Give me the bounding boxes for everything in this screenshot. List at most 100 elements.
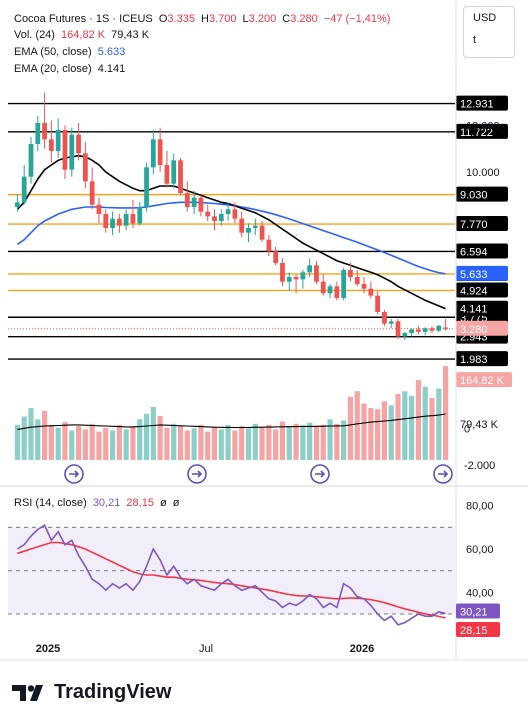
ema20-legend[interactable]: EMA (20, close) 4.141 bbox=[14, 62, 128, 76]
candle-body-39 bbox=[280, 263, 285, 282]
level-label-6-bg bbox=[456, 282, 508, 298]
candle-body-4 bbox=[42, 123, 47, 140]
high-value: 3.700 bbox=[208, 13, 237, 25]
volume-bar-59 bbox=[415, 380, 421, 460]
candle-body-43 bbox=[307, 265, 313, 273]
volume-bar-17 bbox=[130, 426, 136, 460]
symbol-title[interactable]: Cocoa Futures · 1S · ICEUS bbox=[14, 13, 153, 25]
candle-body-50 bbox=[354, 277, 360, 284]
candle-body-3 bbox=[35, 123, 41, 144]
volume-ma-value: 79,43 K bbox=[111, 29, 150, 41]
volume-bar-50 bbox=[354, 391, 360, 460]
candle-body-11 bbox=[89, 181, 95, 205]
low-value: 3.200 bbox=[248, 13, 277, 25]
volume-bar-15 bbox=[116, 424, 122, 460]
volume-bar-1 bbox=[21, 416, 27, 460]
candle-body-26 bbox=[191, 197, 197, 207]
volume-last-label: 164,82 K bbox=[460, 375, 505, 387]
candle-body-33 bbox=[239, 218, 245, 233]
level-label-0: 12.931 bbox=[460, 99, 494, 111]
level-label-1: 11.722 bbox=[460, 127, 493, 139]
rsi-legend[interactable]: RSI (14, close) 30,21 28,15 ø ø bbox=[14, 496, 183, 510]
volume-bar-39 bbox=[279, 421, 286, 460]
event-marker-icon-4 bbox=[310, 464, 330, 484]
candle-body-27 bbox=[198, 197, 204, 212]
volume-ma-label-bg bbox=[456, 416, 512, 432]
close-label: C bbox=[282, 13, 291, 25]
volume-bar-27 bbox=[198, 424, 204, 460]
candle-body-34 bbox=[246, 228, 251, 233]
candle-body-37 bbox=[266, 239, 272, 252]
volume-bar-8 bbox=[69, 430, 75, 460]
change-value: −47 (−1,41%) bbox=[323, 13, 391, 25]
tradingview-logo[interactable]: TradingView bbox=[12, 681, 171, 704]
volume-bar-49 bbox=[347, 396, 354, 460]
candle-body-48 bbox=[341, 270, 347, 298]
event-marker-icon-2 bbox=[187, 464, 207, 484]
level-label-9-bg bbox=[456, 351, 508, 367]
candle-body-59 bbox=[416, 329, 421, 332]
candle-body-9 bbox=[76, 134, 81, 154]
volume-label[interactable]: Vol. (24) bbox=[14, 29, 55, 41]
candle-body-58 bbox=[409, 329, 414, 333]
candle-body-5 bbox=[49, 139, 54, 151]
candle-body-30 bbox=[218, 214, 224, 221]
candle-body-8 bbox=[69, 134, 75, 170]
volume-bar-28 bbox=[205, 431, 211, 460]
candle-body-44 bbox=[314, 265, 319, 282]
ema50-legend[interactable]: EMA (50, close) 5.633 bbox=[14, 45, 128, 59]
volume-bar-3 bbox=[35, 419, 41, 460]
volume-bar-30 bbox=[218, 429, 224, 460]
open-value: 3.335 bbox=[167, 13, 195, 25]
candle-body-10 bbox=[82, 153, 88, 182]
ema20-last-label: 4.141 bbox=[460, 304, 488, 316]
candle-body-46 bbox=[327, 286, 333, 294]
volume-bar-10 bbox=[82, 429, 88, 460]
candle-body-63 bbox=[443, 327, 448, 329]
volume-bar-36 bbox=[259, 427, 265, 460]
price-tick-1: 10.000 bbox=[466, 167, 500, 179]
candle-body-21 bbox=[157, 139, 163, 165]
last-price-label: 3.280 bbox=[460, 324, 488, 336]
volume-bar-40 bbox=[286, 426, 292, 460]
candle-body-2 bbox=[28, 144, 34, 177]
volume-bar-51 bbox=[361, 403, 367, 460]
level-label-3: 7.770 bbox=[460, 219, 488, 231]
volume-bar-11 bbox=[89, 423, 95, 460]
volume-bar-35 bbox=[252, 423, 258, 460]
volume-bar-58 bbox=[409, 395, 415, 460]
volume-bar-46 bbox=[327, 419, 333, 460]
ema20-label[interactable]: EMA (20, close) bbox=[14, 63, 92, 75]
candle-body-31 bbox=[225, 209, 231, 214]
currency-unit-button[interactable]: USD t bbox=[463, 6, 515, 58]
volume-tick-0: 0 bbox=[464, 424, 470, 436]
high-label: H bbox=[201, 13, 209, 25]
candle-body-0 bbox=[15, 202, 20, 207]
volume-bar-33 bbox=[239, 426, 245, 460]
volume-bar-14 bbox=[109, 430, 116, 460]
candle-body-25 bbox=[184, 193, 190, 207]
tradingview-logo-icon bbox=[12, 684, 43, 701]
volume-bar-43 bbox=[307, 422, 313, 460]
volume-bar-34 bbox=[245, 428, 252, 460]
volume-bar-52 bbox=[368, 408, 374, 460]
volume-bar-0 bbox=[14, 424, 20, 460]
volume-bar-29 bbox=[211, 426, 218, 460]
rsi-ma-line bbox=[17, 541, 446, 619]
time-label-0: 2025 bbox=[36, 643, 60, 655]
volume-bar-62 bbox=[436, 388, 442, 460]
volume-value: 164,82 K bbox=[61, 29, 106, 41]
symbol-legend[interactable]: Cocoa Futures · 1S · ICEUS O3.335 H3.700… bbox=[14, 12, 393, 26]
rsi-label[interactable]: RSI (14, close) bbox=[14, 497, 87, 509]
time-label-2: 2026 bbox=[350, 643, 374, 655]
volume-bar-6 bbox=[55, 427, 61, 460]
candle-body-40 bbox=[286, 277, 292, 282]
ema50-label[interactable]: EMA (50, close) bbox=[14, 46, 92, 58]
candle-body-23 bbox=[171, 160, 177, 184]
candle-body-6 bbox=[55, 130, 61, 151]
candle-body-16 bbox=[123, 214, 129, 226]
event-marker-icon-0 bbox=[64, 464, 84, 484]
volume-legend[interactable]: Vol. (24) 164,82 K 79,43 K bbox=[14, 28, 152, 42]
volume-bar-26 bbox=[191, 428, 197, 460]
